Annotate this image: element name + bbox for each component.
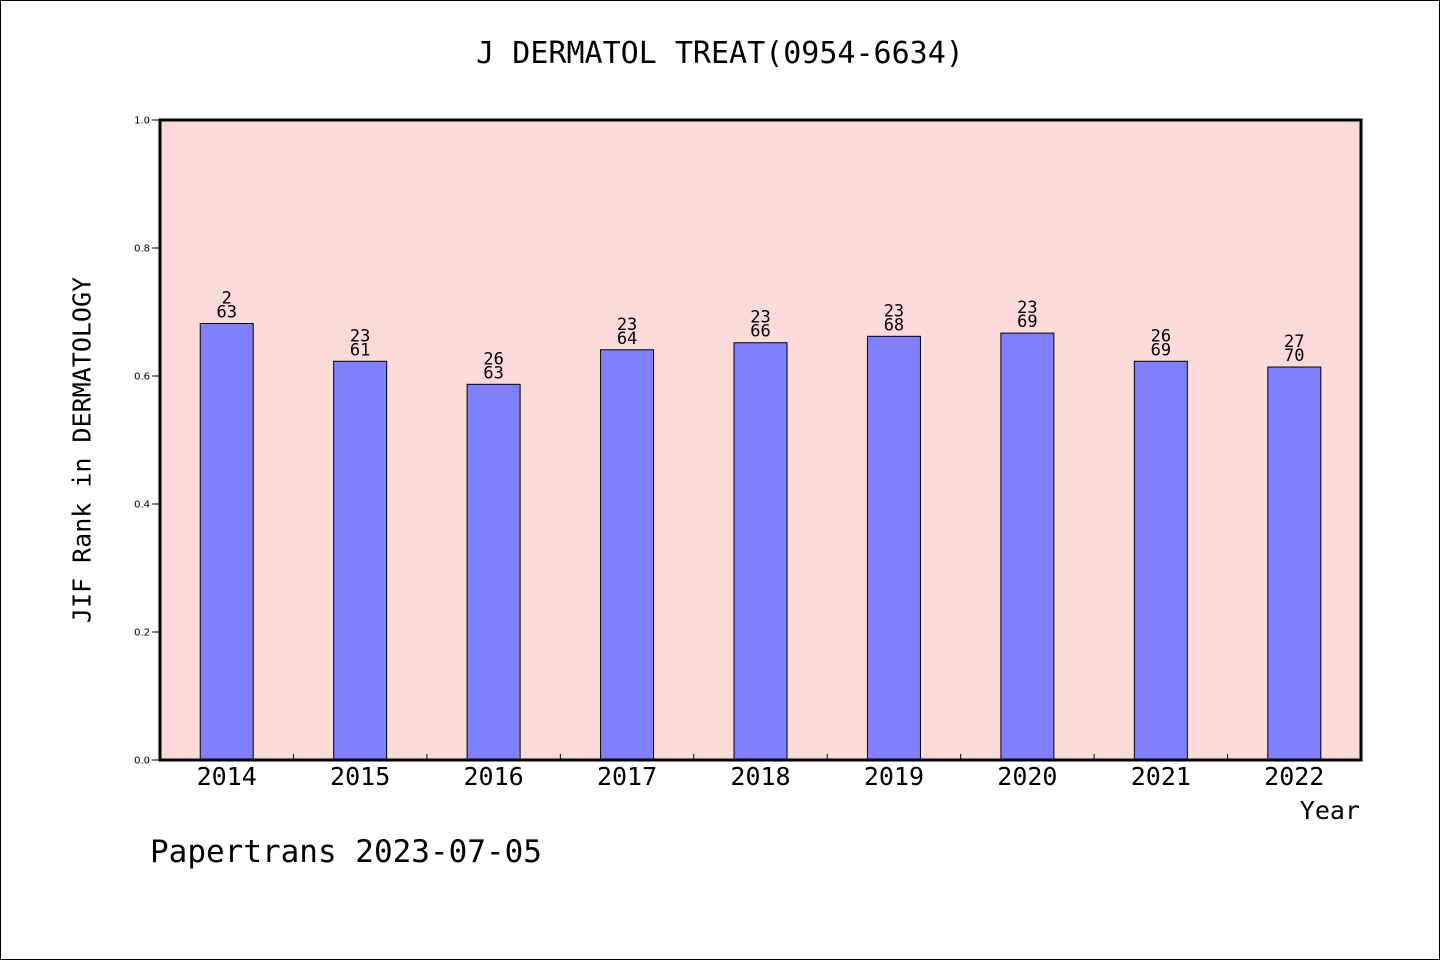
- bar-total-label: 63: [216, 303, 236, 323]
- bar: [1133, 360, 1188, 761]
- y-tick-label: 0.0: [134, 756, 150, 767]
- bar-rank-label: 27: [1284, 332, 1304, 352]
- bar-rank-label: 2: [222, 289, 232, 309]
- bar: [466, 383, 521, 761]
- bar-total-label: 69: [1151, 340, 1171, 360]
- bar: [199, 323, 254, 761]
- x-tick-label: 2022: [1264, 762, 1324, 791]
- bar: [733, 342, 788, 761]
- bar-total-label: 63: [483, 363, 503, 383]
- bar-rank-label: 23: [617, 315, 637, 335]
- bar-total-label: 70: [1284, 346, 1304, 366]
- x-tick-label: 2014: [197, 762, 257, 791]
- x-tick-label: 2020: [997, 762, 1057, 791]
- x-tick-label: 2021: [1131, 762, 1191, 791]
- y-axis-ticks: 0.0 0.2 0.4 0.6 0.8 1.0: [134, 116, 160, 767]
- x-tick-label: 2019: [864, 762, 924, 791]
- bar: [600, 349, 655, 761]
- plot-border: [158, 118, 1363, 762]
- x-axis-label: Year: [1299, 796, 1360, 825]
- y-tick-label: 0.4: [134, 500, 150, 511]
- bar-total-label: 64: [617, 329, 637, 349]
- bar-rank-label: 23: [750, 308, 770, 328]
- chart-title: J DERMATOL TREAT(0954-6634): [476, 36, 964, 71]
- x-tick-label: 2016: [464, 762, 524, 791]
- bar: [1000, 332, 1055, 761]
- bar: [1267, 366, 1322, 761]
- bar-rank-label: 23: [350, 326, 370, 346]
- bar-rank-label: 23: [884, 301, 904, 321]
- bar-rank-label: 26: [1151, 326, 1171, 346]
- bar-rank-label: 26: [483, 349, 503, 369]
- y-tick-label: 1.0: [134, 116, 150, 127]
- footer-credit: Papertrans 2023-07-05: [150, 834, 542, 870]
- y-tick-label: 0.8: [134, 244, 150, 255]
- x-tick-label: 2017: [597, 762, 657, 791]
- y-tick-label: 0.6: [134, 372, 150, 383]
- bar-total-label: 69: [1017, 312, 1037, 332]
- x-axis-ticks: 2014 2015 2016 2017 2018 2019 2020 2021 2022: [197, 754, 1324, 791]
- x-tick-label: 2018: [730, 762, 790, 791]
- bar-total-label: 68: [884, 315, 904, 335]
- bar: [866, 335, 921, 761]
- bar-total-label: 61: [350, 340, 370, 360]
- bar-total-label: 66: [750, 322, 770, 342]
- x-tick-label: 2015: [330, 762, 390, 791]
- y-tick-label: 0.2: [134, 628, 150, 639]
- bar-rank-label: 23: [1017, 298, 1037, 318]
- bar: [333, 360, 388, 761]
